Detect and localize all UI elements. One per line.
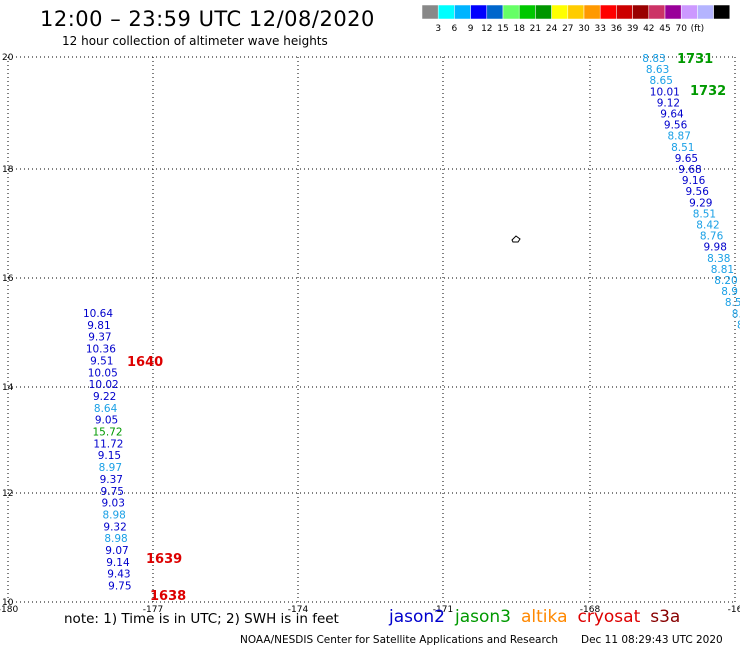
swh-value: 8.98: [102, 509, 125, 521]
colorbar-label: 21: [530, 24, 541, 34]
legend-entry-jason3: jason3: [455, 607, 511, 627]
island-marker: [511, 235, 521, 243]
pass-time-label: 1731: [677, 52, 713, 67]
colorbar-label: 36: [611, 24, 623, 34]
swh-value: 9.98: [704, 242, 727, 254]
colorbar-label: 42: [643, 24, 654, 34]
swh-value: 9.68: [678, 164, 701, 176]
swh-value: 8.5: [725, 297, 740, 309]
colorbar-label: 27: [562, 24, 573, 34]
swh-value: 9.05: [95, 415, 118, 427]
colorbar-label: 6: [452, 24, 458, 34]
lat-tick-label: 12: [2, 489, 13, 499]
colorbar-label: 3: [435, 24, 441, 34]
swh-value: 9.43: [107, 569, 130, 581]
swh-value: 10.64: [83, 308, 113, 320]
swh-value: 9.75: [101, 486, 124, 498]
swh-value: 8.83: [642, 53, 665, 65]
map-subtitle: 12 hour collection of altimeter wave hei…: [62, 34, 328, 48]
pass-time-label: 1732: [690, 84, 726, 99]
swh-value: 8.20: [714, 275, 737, 287]
legend-entry-jason2: jason2: [389, 607, 445, 627]
legend-entry-cryosat: cryosat: [577, 607, 641, 627]
legend-entry-altika: altika: [521, 607, 568, 627]
colorbar-label: (ft): [691, 24, 705, 34]
lon-tick-label: -177: [143, 605, 163, 615]
swh-value: 11.72: [93, 438, 123, 450]
swh-value: 8.81: [711, 264, 734, 276]
pass-time-label: 1640: [127, 355, 163, 370]
swh-value: 9.29: [689, 197, 712, 209]
units-note: note: 1) Time is in UTC; 2) SWH is in fe…: [64, 611, 339, 627]
credit-line: NOAA/NESDIS Center for Satellite Applica…: [240, 634, 558, 646]
swh-value: 15.72: [92, 427, 122, 439]
legend-entry-s3a: s3a: [650, 607, 681, 627]
swh-value: 9.64: [660, 109, 684, 121]
colorbar-label: 9: [468, 24, 474, 34]
swh-value: 10.05: [88, 367, 118, 379]
lat-tick-label: 20: [2, 53, 14, 63]
swh-value: 10.36: [86, 344, 116, 356]
pass-time-label: 1638: [150, 589, 186, 604]
swh-value: 9.65: [675, 153, 698, 165]
swh-value: 9.22: [93, 391, 116, 403]
colorbar-label: 12: [481, 24, 492, 34]
swh-value: 10.01: [650, 86, 680, 98]
colorbar-label: 15: [497, 24, 508, 34]
satellite-legend: jason2 jason3 altika cryosat s3a: [389, 607, 690, 627]
swh-value: 8.51: [693, 208, 716, 220]
lon-tick-label: -180: [0, 605, 18, 615]
swh-value: 9.14: [106, 557, 130, 569]
lat-tick-label: 10: [2, 598, 14, 608]
swh-value: 8.76: [700, 231, 724, 243]
wave-height-colorbar: 3 6 9 12 15 18 21 24 27 30 33 36 39 42 45 70 (ft): [421, 4, 731, 34]
swh-value: 9.03: [102, 498, 125, 510]
swh-value: 9.81: [87, 320, 110, 332]
swh-value: 8: [737, 319, 740, 331]
colorbar-label: 18: [513, 24, 525, 34]
colorbar-label: 24: [546, 24, 558, 34]
lat-tick-label: 18: [2, 165, 14, 175]
swh-value: 9.37: [100, 474, 123, 486]
swh-value: 8.38: [707, 253, 730, 265]
swh-value: 9.16: [682, 175, 706, 187]
swh-value: 9.07: [105, 545, 128, 557]
swh-value: 9.32: [103, 521, 126, 533]
swh-value: 9.12: [657, 97, 680, 109]
colorbar-label: 70: [675, 24, 687, 34]
swh-value: 8.97: [99, 462, 122, 474]
lon-tick-label: -174: [288, 605, 309, 615]
swh-value: 8.64: [94, 403, 118, 415]
swh-value: 8.51: [671, 142, 694, 154]
colorbar-label: 30: [578, 24, 590, 34]
swh-value: 8.42: [696, 220, 719, 232]
colorbar-label: 33: [594, 24, 605, 34]
lat-tick-label: 14: [2, 383, 14, 393]
lon-tick-label: -168: [580, 605, 601, 615]
colorbar-label: 39: [627, 24, 639, 34]
swh-value: 9.56: [664, 120, 688, 132]
pass-time-label: 1639: [146, 552, 182, 567]
colorbar-label: 45: [659, 24, 670, 34]
lat-tick-label: 16: [2, 274, 14, 284]
swh-value: 8.98: [104, 533, 127, 545]
swh-value: 9.75: [108, 581, 131, 593]
swh-value: 8.9: [721, 286, 738, 298]
lon-tick-label: -16: [728, 605, 740, 615]
swh-value: 8.: [732, 308, 740, 320]
map-title: 12:00 – 23:59 UTC 12/08/2020: [40, 7, 375, 31]
swh-value: 8.63: [646, 64, 669, 76]
swh-value: 8.65: [650, 75, 673, 87]
lon-tick-label: -171: [433, 605, 453, 615]
swh-value: 9.56: [686, 186, 710, 198]
swh-value: 10.02: [89, 379, 119, 391]
swh-value: 8.87: [668, 131, 691, 143]
swh-value: 9.15: [98, 450, 121, 462]
generation-timestamp: Dec 11 08:29:43 UTC 2020: [581, 634, 723, 646]
swh-value: 9.51: [90, 355, 113, 367]
swh-value: 9.37: [88, 332, 111, 344]
colorbar-swatch: [713, 4, 731, 20]
